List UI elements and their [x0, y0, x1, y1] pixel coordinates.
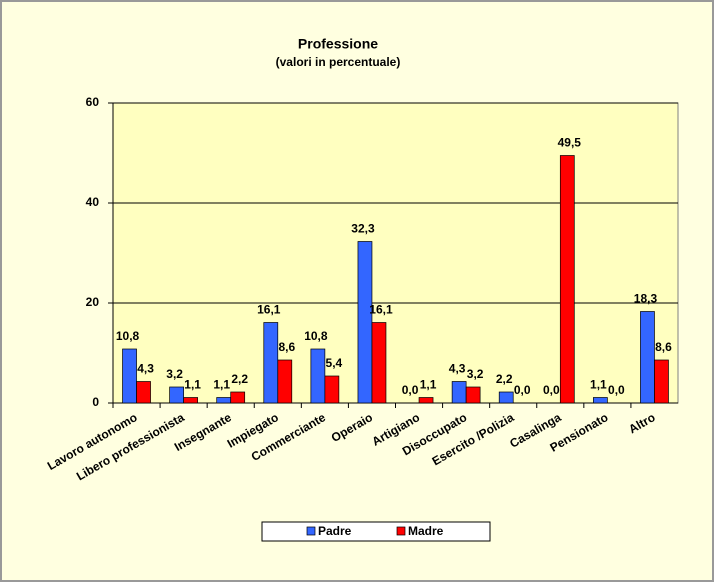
bar: [324, 375, 340, 404]
chart-subtitle: (valori in percentuale): [276, 55, 401, 69]
bar: [136, 381, 151, 404]
value-label: 16,1: [257, 303, 281, 317]
bar: [418, 397, 434, 404]
value-label: 0,0: [608, 383, 625, 397]
bar: [498, 391, 514, 404]
value-label: 3,2: [166, 367, 183, 381]
bar: [593, 397, 608, 404]
value-label: 0,0: [543, 383, 560, 397]
bar: [559, 155, 575, 404]
bar: [263, 322, 279, 404]
bar: [183, 397, 198, 404]
bar: [310, 348, 326, 404]
bar: [371, 322, 387, 404]
bar: [169, 386, 184, 404]
y-tick-label: 60: [86, 95, 100, 109]
bar: [357, 241, 373, 404]
value-label: 16,1: [369, 303, 393, 317]
value-label: 8,6: [655, 340, 672, 354]
bar: [122, 348, 137, 404]
value-label: 49,5: [558, 136, 582, 150]
legend-label: Madre: [408, 524, 444, 538]
value-label: 2,2: [231, 372, 248, 386]
bar: [277, 359, 293, 404]
value-label: 1,1: [213, 378, 230, 392]
bar: [216, 397, 232, 404]
legend-swatch: [306, 526, 316, 536]
bar: [465, 386, 481, 404]
value-label: 1,1: [420, 378, 437, 392]
value-label: 1,1: [184, 378, 201, 392]
value-label: 0,0: [514, 383, 531, 397]
bar: [654, 359, 669, 404]
value-label: 4,3: [137, 362, 154, 376]
legend-swatch: [396, 526, 406, 536]
value-label: 18,3: [634, 292, 658, 306]
legend: [261, 521, 491, 542]
value-label: 4,3: [449, 362, 466, 376]
bar: [230, 391, 246, 404]
bar: [451, 381, 467, 404]
value-label: 10,8: [116, 329, 140, 343]
y-tick-label: 20: [86, 295, 100, 309]
plot-area: [112, 102, 679, 404]
bar: [640, 311, 655, 404]
value-label: 1,1: [590, 378, 607, 392]
legend-label: Padre: [318, 524, 352, 538]
y-tick-label: 0: [92, 395, 99, 409]
value-label: 2,2: [496, 372, 513, 386]
value-label: 3,2: [467, 367, 484, 381]
value-label: 8,6: [278, 340, 295, 354]
value-label: 0,0: [402, 383, 419, 397]
value-label: 5,4: [326, 356, 343, 370]
y-tick-label: 40: [86, 195, 100, 209]
value-label: 32,3: [351, 222, 375, 236]
value-label: 10,8: [304, 329, 328, 343]
chart-title: Professione: [298, 36, 378, 52]
